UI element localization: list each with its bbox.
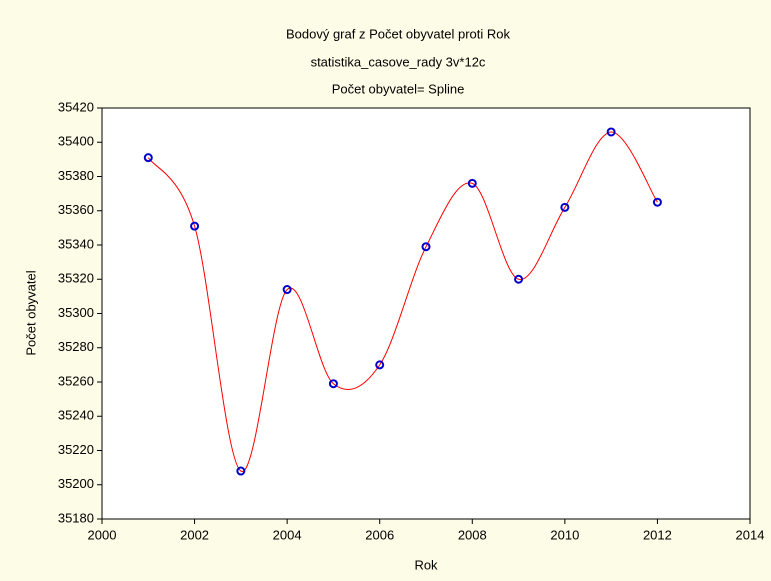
point	[652, 197, 662, 207]
point	[328, 379, 338, 389]
point	[560, 202, 570, 212]
y-tick-label: 35380	[58, 168, 94, 183]
y-tick-label: 35320	[58, 271, 94, 286]
x-axis-label: Rok	[414, 557, 438, 572]
y-tick-label: 35280	[58, 339, 94, 354]
x-tick-label: 2004	[273, 527, 302, 542]
y-tick-label: 35240	[58, 408, 94, 423]
y-axis-label: Počet obyvatel	[23, 270, 38, 355]
x-tick-label: 2006	[365, 527, 394, 542]
x-tick-label: 2002	[180, 527, 209, 542]
point	[606, 127, 616, 137]
chart-subtitle: statistika_casove_rady 3v*12c	[311, 54, 486, 69]
fit-label: Počet obyvatel= Spline	[332, 81, 465, 96]
y-tick-label: 35260	[58, 373, 94, 388]
point	[143, 153, 153, 163]
y-tick-label: 35360	[58, 202, 94, 217]
x-tick-label: 2000	[88, 527, 117, 542]
point	[375, 360, 385, 370]
point	[236, 466, 246, 476]
x-tick-label: 2008	[458, 527, 487, 542]
plot-area	[101, 107, 751, 520]
x-tick-label: 2014	[736, 527, 765, 542]
y-tick-label: 35340	[58, 236, 94, 251]
point	[467, 178, 477, 188]
y-tick-label: 35420	[58, 99, 94, 114]
point	[190, 221, 200, 231]
y-tick-label: 35200	[58, 476, 94, 491]
y-tick-label: 35220	[58, 442, 94, 457]
y-tick-label: 35180	[58, 510, 94, 525]
x-tick-label: 2012	[643, 527, 672, 542]
y-tick-label: 35400	[58, 134, 94, 149]
y-tick-label: 35300	[58, 305, 94, 320]
chart-title: Bodový graf z Počet obyvatel proti Rok	[286, 26, 511, 41]
point	[421, 242, 431, 252]
point	[282, 285, 292, 295]
point	[514, 274, 524, 284]
x-tick-label: 2010	[550, 527, 579, 542]
